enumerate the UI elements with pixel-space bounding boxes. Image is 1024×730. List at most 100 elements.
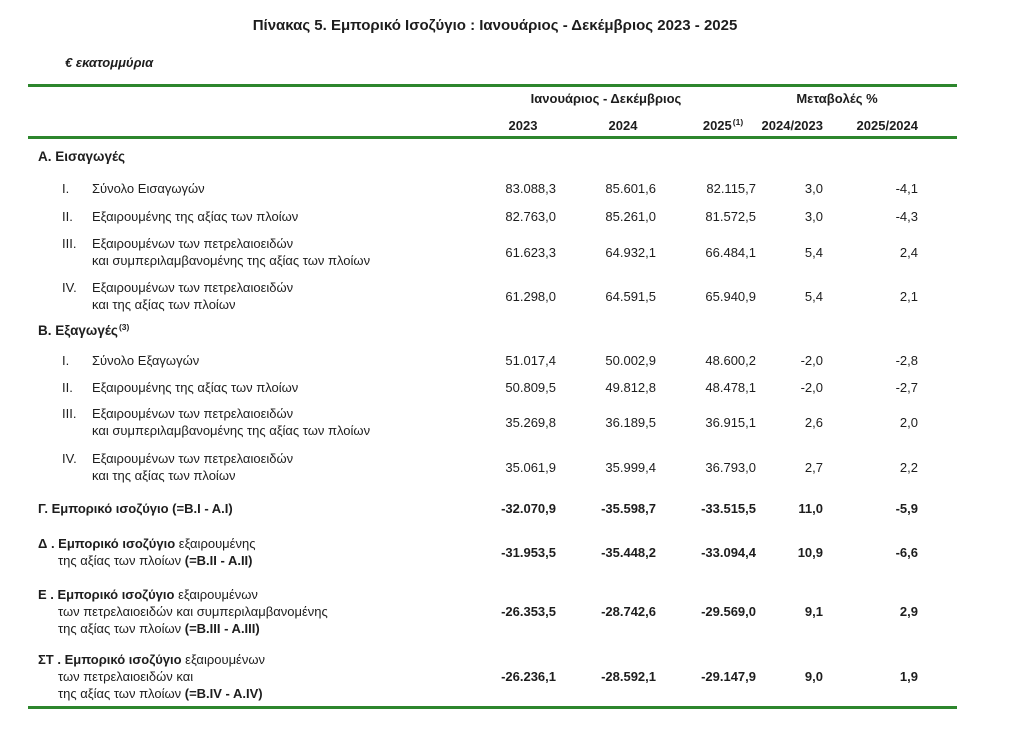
row-number: III. xyxy=(62,406,77,421)
footnote-marker-1: (1) xyxy=(732,116,744,127)
change-2024-2023: -2,0 xyxy=(800,380,823,395)
row-label-normal: εξαιρουμένων xyxy=(181,652,265,667)
row-label-line2: της αξίας των πλοίων xyxy=(58,553,185,568)
footnote-marker-3: (3) xyxy=(118,321,130,332)
row-imports-total: I. Σύνολο Εισαγωγών 83.088,3 85.601,6 82… xyxy=(28,180,918,197)
row-trade-balance-excl-oil-excl-ships: ΣΤ . Εμπορικό ισοζύγιο εξαιρουμένων των … xyxy=(28,651,918,702)
table-body: Α. Εισαγωγές I. Σύνολο Εισαγωγών 83.088,… xyxy=(28,148,957,702)
changes-group-header: Μεταβολές % xyxy=(796,91,878,106)
change-2025-2024: -5,9 xyxy=(895,501,918,516)
row-label-line2: των πετρελαιοειδών και συμπεριλαμβανομέν… xyxy=(58,604,328,619)
row-label: Σύνολο Εισαγωγών xyxy=(92,181,205,196)
col-header-2023: 2023 xyxy=(508,118,538,133)
change-2025-2024: -2,7 xyxy=(895,380,918,395)
value-2023: 82.763,0 xyxy=(505,209,556,224)
period-group-header: Ιανουάριος - Δεκέμβριος xyxy=(530,91,682,106)
value-2025: 36.793,0 xyxy=(705,459,756,475)
col-header-2024-2023: 2024/2023 xyxy=(761,118,823,133)
col-header-2024: 2024 xyxy=(608,118,638,133)
row-number: IV. xyxy=(62,451,77,466)
page-title: Πίνακας 5. Εμπορικό Ισοζύγιο : Ιανουάριο… xyxy=(252,17,738,34)
row-label-line1: Εξαιρουμένων των πετρελαιοειδών xyxy=(92,236,294,251)
row-label-line1: Εξαιρουμένων των πετρελαιοειδών xyxy=(92,280,294,295)
row-label-formula: (=Β.IV - A.IV) xyxy=(184,686,263,701)
value-2025: -33.515,5 xyxy=(701,501,756,516)
row-label-line1: Εξαιρουμένων των πετρελαιοειδών xyxy=(92,451,294,466)
change-2024-2023: 9,0 xyxy=(804,669,823,684)
value-2024: 35.999,4 xyxy=(605,459,656,475)
row-label: Σύνολο Εξαγωγών xyxy=(92,353,200,368)
change-2024-2023: 3,0 xyxy=(804,181,823,196)
section-b-title: Β. Εξαγωγές(3) xyxy=(38,321,130,338)
value-2025: -33.094,4 xyxy=(701,544,756,560)
row-label-line3: της αξίας των πλοίων xyxy=(58,686,185,701)
row-label-line3: της αξίας των πλοίων xyxy=(58,621,185,636)
value-2023: 61.298,0 xyxy=(505,288,556,304)
row-label-normal: εξαιρουμένων xyxy=(174,587,258,602)
row-label-line2: των πετρελαιοειδών και xyxy=(58,669,194,684)
row-exports-total: I. Σύνολο Εξαγωγών 51.017,4 50.002,9 48.… xyxy=(28,352,918,369)
row-imports-excl-oil-excl-ships: IV. Εξαιρουμένων των πετρελαιοειδών και … xyxy=(28,279,918,313)
value-2023: 51.017,4 xyxy=(505,353,556,368)
value-2025: 36.915,1 xyxy=(705,414,756,430)
row-number: II. xyxy=(62,380,73,395)
row-label-line2: και της αξίας των πλοίων xyxy=(92,468,236,483)
value-2025: -29.147,9 xyxy=(701,669,756,684)
table-bottom-rule xyxy=(28,706,957,709)
row-label-formula: (=Β.ΙΙΙ - Α.ΙΙΙ) xyxy=(184,621,260,636)
row-label-line2: και της αξίας των πλοίων xyxy=(92,297,236,312)
row-number: IV. xyxy=(62,280,77,295)
value-2024: -28.742,6 xyxy=(601,604,656,619)
unit-label: € εκατομμύρια xyxy=(65,55,154,70)
value-2024: 50.002,9 xyxy=(605,353,656,368)
value-2025: 48.600,2 xyxy=(705,353,756,368)
row-imports-excl-oil-incl-ships: III. Εξαιρουμένων των πετρελαιοειδών και… xyxy=(28,235,918,269)
change-2025-2024: -4,1 xyxy=(895,181,918,196)
value-2024: 64.591,5 xyxy=(605,288,656,304)
change-2024-2023: 5,4 xyxy=(804,288,823,304)
value-2024: 36.189,5 xyxy=(605,414,656,430)
row-label-normal: εξαιρουμένης xyxy=(175,536,256,551)
value-2025: 81.572,5 xyxy=(705,209,756,224)
value-2024: 85.261,0 xyxy=(605,209,656,224)
change-2025-2024: 2,1 xyxy=(899,288,918,304)
row-label-line2: και συμπεριλαμβανομένης της αξίας των πλ… xyxy=(92,423,371,438)
change-2024-2023: 10,9 xyxy=(797,544,823,560)
row-label: Εξαιρουμένης της αξίας των πλοίων xyxy=(92,380,299,395)
row-label-bold: ΣΤ . Εμπορικό ισοζύγιο xyxy=(38,652,182,667)
row-label-bold: Δ . Εμπορικό ισοζύγιο xyxy=(38,536,176,551)
change-2025-2024: -2,8 xyxy=(895,353,918,368)
value-2024: 85.601,6 xyxy=(605,181,656,196)
value-2023: -32.070,9 xyxy=(501,501,556,516)
change-2024-2023: 3,0 xyxy=(804,209,823,224)
change-2025-2024: 2,2 xyxy=(899,459,918,475)
value-2024: -35.448,2 xyxy=(601,544,656,560)
row-label-line2: και συμπεριλαμβανομένης της αξίας των πλ… xyxy=(92,253,371,268)
change-2024-2023: 9,1 xyxy=(804,604,823,619)
value-2025: 66.484,1 xyxy=(705,244,756,260)
row-label-formula: (=Β.ΙΙ - Α.ΙΙ) xyxy=(184,553,253,568)
change-2025-2024: -6,6 xyxy=(895,544,918,560)
value-2023: 35.269,8 xyxy=(505,414,556,430)
row-label: Γ. Εμπορικό ισοζύγιο (=Β.Ι - Α.Ι) xyxy=(38,501,233,516)
value-2024: -28.592,1 xyxy=(601,669,656,684)
row-number: II. xyxy=(62,209,73,224)
col-header-2025: 2025(1) xyxy=(702,116,744,133)
row-exports-excl-oil-excl-ships: IV. Εξαιρουμένων των πετρελαιοειδών και … xyxy=(28,450,918,484)
row-exports-excl-ships: II. Εξαιρουμένης της αξίας των πλοίων 50… xyxy=(28,379,918,396)
trade-balance-table: Ιανουάριος - Δεκέμβριος Μεταβολές % 2023… xyxy=(28,84,957,709)
row-trade-balance: Γ. Εμπορικό ισοζύγιο (=Β.Ι - Α.Ι) -32.07… xyxy=(28,500,918,517)
row-trade-balance-excl-ships: Δ . Εμπορικό ισοζύγιο εξαιρουμένης της α… xyxy=(28,535,918,569)
row-exports-excl-oil-incl-ships: III. Εξαιρουμένων των πετρελαιοειδών και… xyxy=(28,405,918,439)
value-2024: 64.932,1 xyxy=(605,244,656,260)
row-label-line1: Εξαιρουμένων των πετρελαιοειδών xyxy=(92,406,294,421)
change-2025-2024: 2,4 xyxy=(899,244,918,260)
value-2023: -26.236,1 xyxy=(501,669,556,684)
change-2024-2023: 2,6 xyxy=(804,414,823,430)
value-2023: 61.623,3 xyxy=(505,244,556,260)
change-2025-2024: 2,0 xyxy=(899,414,918,430)
change-2025-2024: 1,9 xyxy=(899,669,918,684)
row-number: I. xyxy=(62,181,70,196)
value-2023: -26.353,5 xyxy=(501,604,556,619)
value-2023: 50.809,5 xyxy=(505,380,556,395)
